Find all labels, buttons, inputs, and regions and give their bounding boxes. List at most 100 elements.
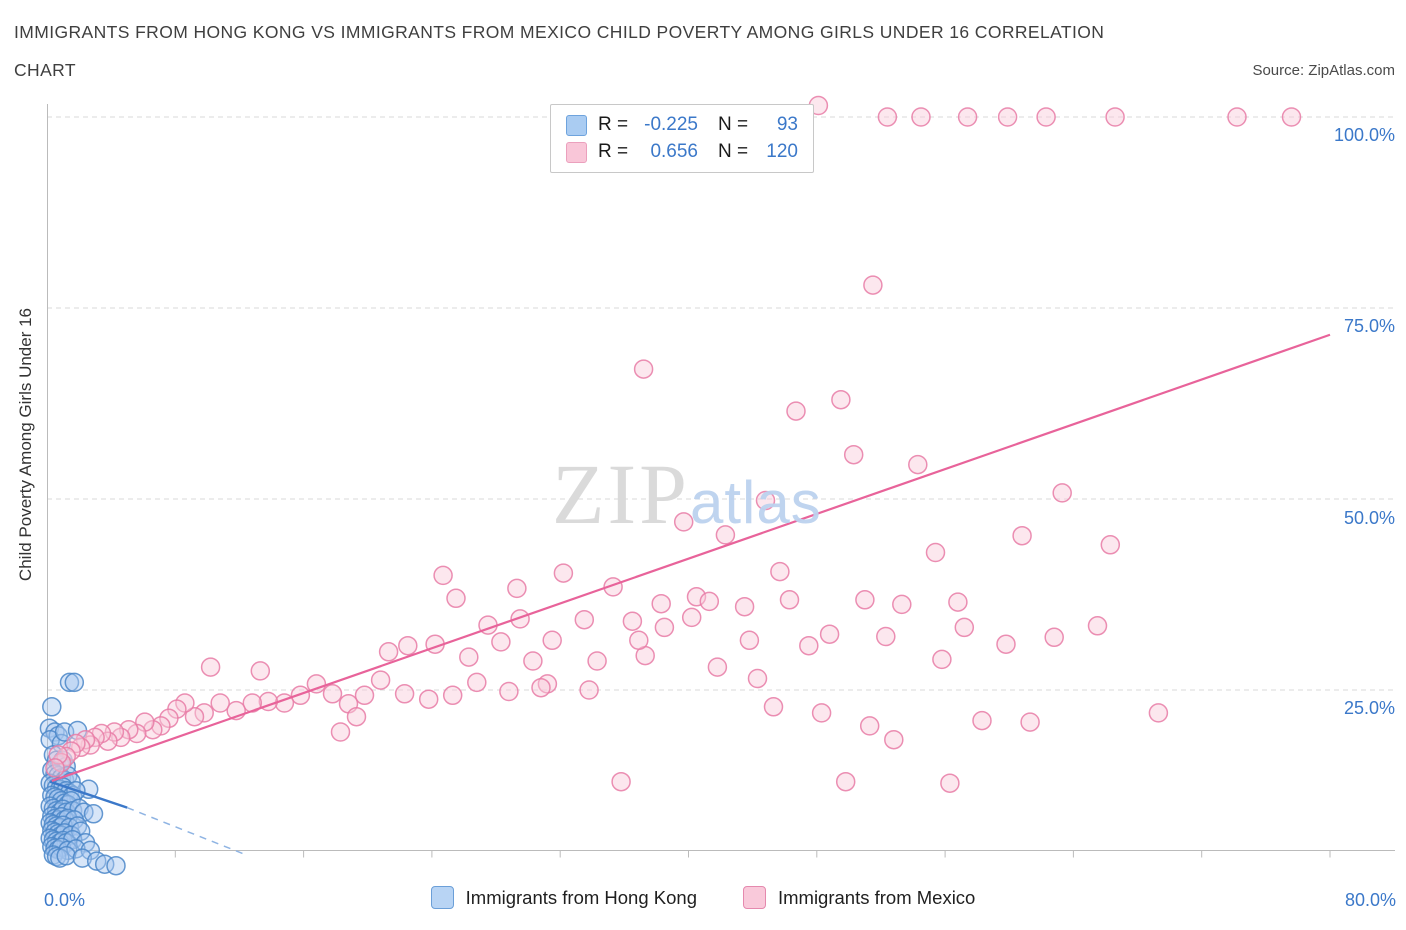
scatter-point[interactable]	[1105, 107, 1125, 127]
scatter-point[interactable]	[459, 647, 479, 667]
scatter-point[interactable]	[972, 710, 992, 731]
scatter-point[interactable]	[119, 719, 139, 740]
scatter-point[interactable]	[1087, 616, 1108, 636]
scatter-point[interactable]	[747, 668, 768, 689]
scatter-point[interactable]	[507, 578, 527, 599]
scatter-point[interactable]	[673, 512, 694, 532]
scatter-point[interactable]	[997, 107, 1018, 127]
scatter-point[interactable]	[948, 592, 968, 612]
scatter-point[interactable]	[194, 703, 214, 723]
scatter-point[interactable]	[911, 107, 931, 127]
scatter-point[interactable]	[715, 525, 736, 545]
scatter-point[interactable]	[1227, 107, 1247, 127]
scatter-point[interactable]	[1036, 107, 1056, 127]
scatter-point[interactable]	[587, 651, 607, 671]
scatter-point[interactable]	[707, 657, 728, 677]
scatter-point[interactable]	[940, 773, 960, 793]
scatter-point[interactable]	[370, 670, 391, 690]
scatter-point[interactable]	[835, 771, 856, 792]
scatter-point[interactable]	[45, 758, 65, 778]
scatter-point[interactable]	[863, 275, 883, 295]
scatter-point[interactable]	[553, 563, 574, 583]
scatter-point[interactable]	[210, 693, 230, 713]
scatter-point[interactable]	[779, 590, 800, 610]
scatter-point[interactable]	[843, 444, 864, 465]
scatter-point[interactable]	[799, 635, 819, 656]
scatter-point[interactable]	[574, 609, 595, 630]
scatter-point[interactable]	[1100, 535, 1121, 555]
scatter-point[interactable]	[542, 630, 562, 651]
scatter-point[interactable]	[1281, 107, 1302, 127]
scatter-point[interactable]	[811, 703, 832, 723]
scatter-point[interactable]	[80, 840, 101, 861]
scatter-point[interactable]	[531, 677, 551, 698]
scatter-point[interactable]	[1020, 712, 1040, 732]
scatter-point[interactable]	[932, 649, 952, 670]
scatter-point[interactable]	[651, 593, 671, 614]
scatter-point[interactable]	[330, 722, 351, 742]
scatter-point[interactable]	[499, 681, 519, 702]
scatter-point[interactable]	[876, 626, 896, 647]
scatter-point[interactable]	[739, 630, 760, 651]
scatter-point[interactable]	[925, 542, 946, 563]
scatter-point[interactable]	[1148, 703, 1169, 723]
scatter-point[interactable]	[446, 588, 466, 609]
scatter-point[interactable]	[859, 716, 880, 736]
scatter-point[interactable]	[523, 651, 543, 671]
scatter-point[interactable]	[654, 617, 675, 638]
scatter-point[interactable]	[467, 672, 487, 693]
scatter-point[interactable]	[954, 617, 975, 638]
scatter-point[interactable]	[491, 632, 511, 652]
y-tick-50: 50.0%	[1343, 508, 1395, 528]
scatter-point[interactable]	[394, 684, 415, 704]
scatter-point[interactable]	[755, 490, 776, 511]
scatter-point[interactable]	[306, 674, 327, 694]
scatter-point[interactable]	[819, 624, 840, 644]
scatter-point[interactable]	[72, 848, 93, 868]
scatter-point[interactable]	[877, 107, 898, 127]
scatter-point[interactable]	[831, 389, 851, 410]
scatter-point[interactable]	[1052, 483, 1072, 503]
scatter-point[interactable]	[42, 697, 62, 717]
scatter-point[interactable]	[734, 596, 755, 617]
scatter-point[interactable]	[433, 565, 453, 586]
scatter-point[interactable]	[510, 609, 530, 629]
scatter-point[interactable]	[59, 672, 80, 693]
legend-item-hong-kong[interactable]: Immigrants from Hong Kong	[430, 886, 697, 909]
scatter-point[interactable]	[322, 684, 343, 704]
scatter-point[interactable]	[908, 454, 928, 475]
legend-item-mexico[interactable]: Immigrants from Mexico	[742, 886, 975, 909]
scatter-point[interactable]	[579, 680, 599, 700]
scatter-point[interactable]	[1044, 627, 1064, 648]
scatter-point[interactable]	[250, 661, 271, 681]
scatter-point[interactable]	[892, 594, 912, 615]
scatter-point[interactable]	[346, 706, 367, 727]
scatter-point[interactable]	[770, 561, 790, 582]
scatter-point[interactable]	[184, 706, 205, 727]
scatter-point[interactable]	[1012, 525, 1032, 546]
scatter-point[interactable]	[681, 607, 702, 628]
scatter-point[interactable]	[763, 697, 784, 717]
scatter-point[interactable]	[699, 591, 720, 612]
scatter-point[interactable]	[786, 401, 806, 421]
scatter-point[interactable]	[159, 708, 179, 729]
scatter-point[interactable]	[143, 719, 163, 740]
scatter-point[interactable]	[106, 855, 126, 876]
scatter-point[interactable]	[378, 642, 399, 662]
scatter-point[interactable]	[56, 846, 76, 866]
scatter-point[interactable]	[200, 657, 221, 677]
scatter-point[interactable]	[611, 771, 631, 792]
scatter-point[interactable]	[884, 729, 904, 750]
scatter-point[interactable]	[442, 685, 463, 706]
scatter-point[interactable]	[354, 685, 375, 706]
scatter-point[interactable]	[996, 634, 1016, 654]
scatter-point[interactable]	[83, 804, 104, 824]
scatter-point[interactable]	[398, 635, 418, 656]
scatter-point[interactable]	[622, 611, 643, 631]
scatter-point[interactable]	[629, 630, 649, 651]
scatter-point[interactable]	[633, 359, 654, 379]
scatter-point[interactable]	[64, 672, 85, 693]
scatter-point[interactable]	[957, 107, 978, 127]
scatter-point[interactable]	[855, 590, 875, 610]
scatter-point[interactable]	[418, 689, 439, 709]
